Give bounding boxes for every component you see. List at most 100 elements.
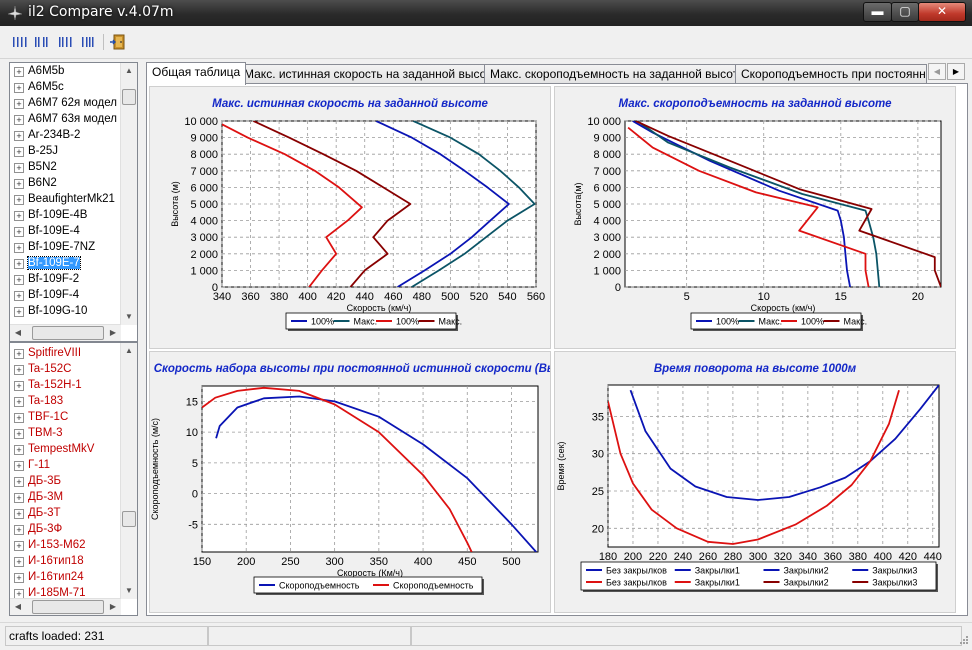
resize-grip-icon[interactable] <box>957 635 969 647</box>
x-tick-label: 200 <box>237 556 255 568</box>
expand-icon[interactable]: + <box>14 195 24 205</box>
list-item[interactable]: + BeaufighterMk21 <box>10 191 121 207</box>
horizontal-scrollbar[interactable]: ◀ ▶ <box>10 324 121 341</box>
close-button[interactable]: ✕ <box>918 2 966 22</box>
scroll-thumb[interactable] <box>122 89 136 105</box>
list-item[interactable]: + Bf-109F-4 <box>10 287 121 303</box>
list-item[interactable]: + Ta-183 <box>10 393 121 409</box>
list-item[interactable]: + Г-11 <box>10 457 121 473</box>
tab-climb-constant-speed[interactable]: Скороподъемность при постоянной и <box>735 64 927 84</box>
list-item[interactable]: + B5N2 <box>10 159 121 175</box>
climb-altitude-chart: Макс. скороподъемность на заданной высот… <box>573 98 942 331</box>
expand-icon[interactable]: + <box>14 477 24 487</box>
list-item-label: И-16тип18 <box>28 555 84 567</box>
list-item[interactable]: + ДБ-3Т <box>10 505 121 521</box>
list-item[interactable]: + Bf-109E-4B <box>10 207 121 223</box>
list-item[interactable]: + ДБ-3Б <box>10 473 121 489</box>
scroll-right-icon[interactable]: ▶ <box>109 602 117 611</box>
expand-icon[interactable]: + <box>14 163 24 173</box>
expand-icon[interactable]: + <box>14 131 24 141</box>
tab-summary-table[interactable]: Общая таблица <box>146 62 247 85</box>
scroll-down-icon[interactable]: ▼ <box>125 586 133 595</box>
scroll-left-icon[interactable]: ◀ <box>14 328 22 337</box>
list-item[interactable]: + Bf-109E-4 <box>10 223 121 239</box>
list-item[interactable]: + A6M7 62я модел <box>10 95 121 111</box>
expand-icon[interactable]: + <box>14 291 24 301</box>
expand-icon[interactable]: + <box>14 243 24 253</box>
scroll-up-icon[interactable]: ▲ <box>125 66 133 75</box>
columns-2-icon[interactable] <box>32 33 52 51</box>
scroll-left-icon[interactable]: ◀ <box>14 602 22 611</box>
expand-icon[interactable]: + <box>14 147 24 157</box>
list-item[interactable]: + A6M5c <box>10 79 121 95</box>
expand-icon[interactable]: + <box>14 275 24 285</box>
list-item[interactable]: + Bf-109E-7 <box>10 255 121 271</box>
scroll-thumb[interactable] <box>32 326 104 340</box>
horizontal-scrollbar[interactable]: ◀ ▶ <box>10 598 121 615</box>
vertical-scrollbar[interactable]: ▲ ▼ <box>120 343 137 599</box>
expand-icon[interactable]: + <box>14 445 24 455</box>
expand-icon[interactable]: + <box>14 99 24 109</box>
list-item[interactable]: + Bf-109G-10 <box>10 303 121 319</box>
list-item[interactable]: + И-16тип18 <box>10 553 121 569</box>
list-item[interactable]: + Bf-109E-7NZ <box>10 239 121 255</box>
expand-icon[interactable]: + <box>14 397 24 407</box>
minimize-button[interactable]: ▬ <box>863 2 892 22</box>
expand-icon[interactable]: + <box>14 83 24 93</box>
expand-icon[interactable]: + <box>14 573 24 583</box>
expand-icon[interactable]: + <box>14 115 24 125</box>
expand-icon[interactable]: + <box>14 541 24 551</box>
list-item[interactable]: + SpitfireVIII <box>10 345 121 361</box>
maximize-button[interactable]: ▢ <box>891 2 919 22</box>
aircraft-list-top[interactable]: + A6M5b + A6M5c + A6M7 62я модел + A6M7 63я мод… <box>9 62 138 342</box>
expand-icon[interactable]: + <box>14 493 24 503</box>
y-tick-label: 8 000 <box>190 149 218 161</box>
expand-icon[interactable]: + <box>14 413 24 423</box>
aircraft-list-bottom[interactable]: + SpitfireVIII + Ta-152C + Ta-152H-1 + Ta-183 + T… <box>9 342 138 616</box>
expand-icon[interactable]: + <box>14 381 24 391</box>
toolbar <box>0 26 972 59</box>
expand-icon[interactable]: + <box>14 259 24 269</box>
list-item[interactable]: + И-153-М62 <box>10 537 121 553</box>
tab-max-true-speed[interactable]: Макс. истинная скорость на заданной высо… <box>238 64 505 84</box>
expand-icon[interactable]: + <box>14 67 24 77</box>
exit-door-icon[interactable] <box>109 33 129 51</box>
expand-icon[interactable]: + <box>14 307 24 317</box>
expand-icon[interactable]: + <box>14 179 24 189</box>
list-item[interactable]: + Ta-152H-1 <box>10 377 121 393</box>
list-item[interactable]: + A6M5b <box>10 63 121 79</box>
expand-icon[interactable]: + <box>14 211 24 221</box>
list-item[interactable]: + B6N2 <box>10 175 121 191</box>
list-item[interactable]: + Ta-152C <box>10 361 121 377</box>
list-item[interactable]: + TempestMkV <box>10 441 121 457</box>
scroll-thumb[interactable] <box>122 511 136 527</box>
list-item[interactable]: + Bf-109F-2 <box>10 271 121 287</box>
expand-icon[interactable]: + <box>14 349 24 359</box>
scroll-thumb[interactable] <box>32 600 104 614</box>
tab-scroll-left-icon[interactable]: ◀ <box>928 63 946 80</box>
tab-scroll-right-icon[interactable]: ▶ <box>947 63 965 80</box>
scroll-right-icon[interactable]: ▶ <box>109 328 117 337</box>
expand-icon[interactable]: + <box>14 509 24 519</box>
list-item[interactable]: + B-25J <box>10 143 121 159</box>
columns-4-icon[interactable] <box>79 33 99 51</box>
columns-3-icon[interactable] <box>56 33 76 51</box>
list-item[interactable]: + TBM-3 <box>10 425 121 441</box>
expand-icon[interactable]: + <box>14 557 24 567</box>
expand-icon[interactable]: + <box>14 365 24 375</box>
columns-1-icon[interactable] <box>10 33 30 51</box>
expand-icon[interactable]: + <box>14 227 24 237</box>
expand-icon[interactable]: + <box>14 525 24 535</box>
vertical-scrollbar[interactable]: ▲ ▼ <box>120 63 137 325</box>
expand-icon[interactable]: + <box>14 429 24 439</box>
scroll-up-icon[interactable]: ▲ <box>125 346 133 355</box>
list-item[interactable]: + ДБ-3Ф <box>10 521 121 537</box>
list-item[interactable]: + Ar-234B-2 <box>10 127 121 143</box>
list-item[interactable]: + A6M7 63я модел <box>10 111 121 127</box>
tab-max-climb-rate[interactable]: Макс. скороподъемность на заданной высот… <box>484 64 751 84</box>
expand-icon[interactable]: + <box>14 461 24 471</box>
list-item[interactable]: + ДБ-3М <box>10 489 121 505</box>
scroll-down-icon[interactable]: ▼ <box>125 312 133 321</box>
list-item[interactable]: + И-16тип24 <box>10 569 121 585</box>
list-item[interactable]: + TBF-1C <box>10 409 121 425</box>
